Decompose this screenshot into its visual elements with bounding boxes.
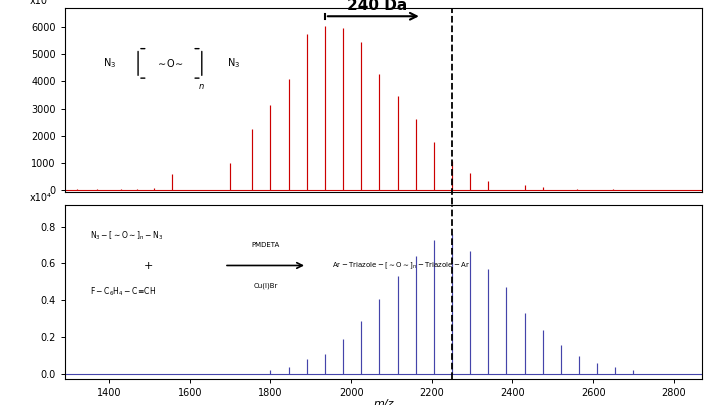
Text: $\mathrm{N_3}$: $\mathrm{N_3}$ [103, 56, 116, 70]
Text: $\mathrm{Ar-Triazole-[\sim O\sim]_n-Triazole-Ar}$: $\mathrm{Ar-Triazole-[\sim O\sim]_n-Tria… [333, 260, 471, 271]
Text: $\mathrm{\sim\!O\!\sim}$: $\mathrm{\sim\!O\!\sim}$ [156, 58, 184, 69]
Text: x10⁴: x10⁴ [30, 193, 52, 203]
Text: PMDETA: PMDETA [251, 242, 279, 248]
Text: Cu(I)Br: Cu(I)Br [253, 283, 278, 290]
Text: $\mathrm{N_3-[\sim O\sim]_n-N_3}$: $\mathrm{N_3-[\sim O\sim]_n-N_3}$ [90, 230, 163, 242]
Text: $+$: $+$ [143, 260, 153, 271]
Text: x10⁴: x10⁴ [30, 0, 52, 6]
Text: $n$: $n$ [199, 82, 205, 91]
X-axis label: m/z: m/z [373, 399, 394, 405]
Text: $\mathrm{F-C_6H_4-C\!\equiv\!CH}$: $\mathrm{F-C_6H_4-C\!\equiv\!CH}$ [90, 286, 156, 298]
Text: 240 Da: 240 Da [347, 0, 408, 13]
Text: $\mathrm{N_3}$: $\mathrm{N_3}$ [228, 56, 240, 70]
